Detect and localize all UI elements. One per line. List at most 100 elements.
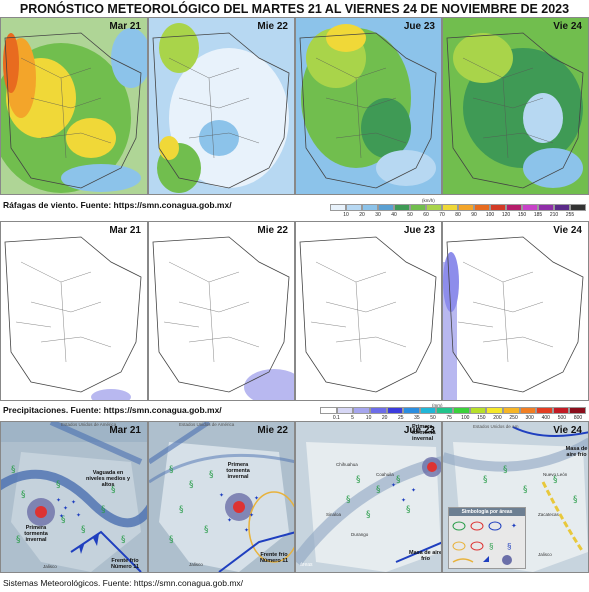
svg-text:§: § bbox=[507, 542, 511, 551]
svg-text:✦: ✦ bbox=[76, 512, 81, 519]
precip-map-mar21 bbox=[4, 236, 142, 400]
svg-text:§: § bbox=[21, 490, 26, 500]
day-label: Mie 22 bbox=[257, 21, 288, 32]
wind-unit: (km/h) bbox=[422, 198, 435, 203]
note-coahuila: Coahuila bbox=[376, 472, 394, 477]
day-label: Jue 23 bbox=[403, 225, 435, 236]
day-label: Vie 24 bbox=[553, 425, 582, 436]
scale-tick-label: 210 bbox=[549, 212, 559, 218]
scale-tick-label: 50 bbox=[407, 212, 413, 218]
scale-swatch bbox=[552, 407, 570, 414]
svg-text:✦: ✦ bbox=[254, 495, 259, 502]
svg-text:§: § bbox=[483, 475, 488, 485]
scale-swatch bbox=[346, 204, 362, 211]
scale-swatch bbox=[486, 407, 503, 414]
scale-swatch bbox=[378, 204, 394, 211]
day-label: Mar 21 bbox=[109, 21, 141, 32]
systems-map-mie22: § § § § § § ✦ ✦ ✦ ✦ ✦ bbox=[149, 422, 294, 572]
note-tormenta-2: Primera tormenta invernal bbox=[226, 462, 250, 480]
precip-panel-vie24: Vie 24 bbox=[442, 221, 589, 401]
scale-tick-label: 90 bbox=[471, 212, 477, 218]
svg-text:§: § bbox=[81, 525, 86, 535]
scale-tick-label: 60 bbox=[423, 212, 429, 218]
precip-unit: (mm) bbox=[432, 403, 443, 408]
day-label: Mie 22 bbox=[257, 225, 288, 236]
systems-map-mar21: §§§§§§§§§ ✦✦✦✦ ✦ bbox=[1, 422, 147, 572]
day-label: Mar 21 bbox=[109, 225, 141, 236]
wind-map-mie22 bbox=[149, 18, 294, 194]
systems-row: § § § § § § § § § ✦ ✦ ✦ ✦ ✦ Mar 21 Estados Unidos de… bbox=[0, 421, 589, 573]
scale-tick-label: 120 bbox=[501, 212, 511, 218]
svg-text:✦: ✦ bbox=[391, 482, 396, 489]
scale-swatch bbox=[490, 204, 506, 211]
scale-tick-label: 150 bbox=[477, 415, 486, 421]
scale-swatch bbox=[369, 407, 387, 414]
note-tormenta-1: Primera tormenta invernal bbox=[24, 525, 48, 543]
scale-swatch bbox=[336, 407, 354, 414]
wind-panel-mar21: Mar 21 bbox=[0, 17, 148, 195]
svg-text:§: § bbox=[489, 542, 493, 551]
day-label: Mar 21 bbox=[109, 425, 141, 436]
scale-swatch bbox=[554, 204, 570, 211]
svg-text:§: § bbox=[573, 495, 578, 505]
day-label: Vie 24 bbox=[553, 21, 582, 32]
scale-tick-label: 20 bbox=[381, 415, 388, 421]
scale-tick-label: 250 bbox=[509, 415, 518, 421]
svg-text:✦: ✦ bbox=[59, 513, 64, 520]
precip-map-mie22 bbox=[152, 236, 294, 400]
svg-text:§: § bbox=[121, 535, 126, 545]
day-label: Jue 23 bbox=[403, 425, 435, 436]
scale-tick-label: 10 bbox=[365, 415, 372, 421]
systems-caption: Sistemas Meteorológicos. Fuente: https:/… bbox=[3, 578, 244, 588]
precip-color-scale bbox=[320, 407, 586, 416]
svg-text:✦: ✦ bbox=[411, 487, 416, 494]
note-jalisco-1: Jalisco bbox=[43, 564, 57, 569]
scale-tick-label: 100 bbox=[461, 415, 470, 421]
note-areas: áreas bbox=[300, 562, 313, 568]
note-jalisco-4: Jalisco bbox=[538, 552, 552, 557]
wind-panel-vie24: Vie 24 bbox=[442, 17, 589, 195]
wind-map-jue23 bbox=[296, 18, 441, 194]
note-nuevo-leon: Nuevo León bbox=[543, 472, 568, 477]
scale-swatch bbox=[442, 204, 458, 211]
scale-swatch bbox=[469, 407, 487, 414]
note-masa-4: Masa de aire frío bbox=[565, 446, 588, 458]
scale-tick-label: 500 bbox=[557, 415, 567, 421]
svg-text:§: § bbox=[503, 465, 508, 475]
scale-swatch bbox=[536, 407, 553, 414]
systems-panel-mie22: § § § § § § ✦ ✦ ✦ ✦ ✦ Mie 22 Estados Unidos de Am… bbox=[148, 421, 295, 573]
svg-text:✦: ✦ bbox=[244, 527, 249, 534]
precip-panel-mie22: Mie 22 bbox=[148, 221, 295, 401]
scale-tick-label: 50 bbox=[430, 415, 436, 421]
wind-caption: Ráfagas de viento. Fuente: https://smn.c… bbox=[3, 200, 232, 210]
svg-text:§: § bbox=[16, 535, 21, 545]
note-tormenta-3: Primera tormenta invernal bbox=[412, 424, 436, 442]
note-zacatecas: Zacatecas bbox=[538, 512, 559, 517]
precip-caption: Precipitaciones. Fuente: https://smn.con… bbox=[3, 405, 222, 415]
svg-text:§: § bbox=[396, 475, 401, 485]
wind-map-vie24 bbox=[443, 18, 588, 194]
scale-tick-label: 70 bbox=[439, 212, 445, 218]
svg-text:§: § bbox=[101, 505, 106, 515]
scale-swatch bbox=[538, 204, 554, 211]
svg-text:§: § bbox=[61, 515, 66, 525]
scale-swatch bbox=[410, 204, 426, 211]
scale-swatch bbox=[569, 407, 586, 414]
scale-tick-label: 800 bbox=[573, 415, 583, 421]
svg-text:§: § bbox=[523, 485, 528, 495]
scale-swatch bbox=[519, 407, 537, 414]
scale-tick-label: 100 bbox=[485, 212, 495, 218]
scale-swatch bbox=[453, 407, 470, 414]
svg-text:§: § bbox=[553, 475, 558, 485]
day-label: Vie 24 bbox=[553, 225, 582, 236]
scale-tick-label: 185 bbox=[533, 212, 543, 218]
svg-text:§: § bbox=[189, 480, 194, 490]
scale-swatch bbox=[330, 204, 346, 211]
scale-tick-label: 20 bbox=[359, 212, 365, 218]
scale-tick-label: 35 bbox=[414, 415, 420, 421]
wind-map-mar21 bbox=[1, 18, 147, 194]
precip-panel-mar21: Mar 21 bbox=[0, 221, 148, 401]
systems-map-jue23: § § § § § § ✦ ✦ ✦ bbox=[296, 442, 441, 572]
svg-text:✦: ✦ bbox=[71, 499, 76, 506]
scale-swatch bbox=[502, 407, 520, 414]
